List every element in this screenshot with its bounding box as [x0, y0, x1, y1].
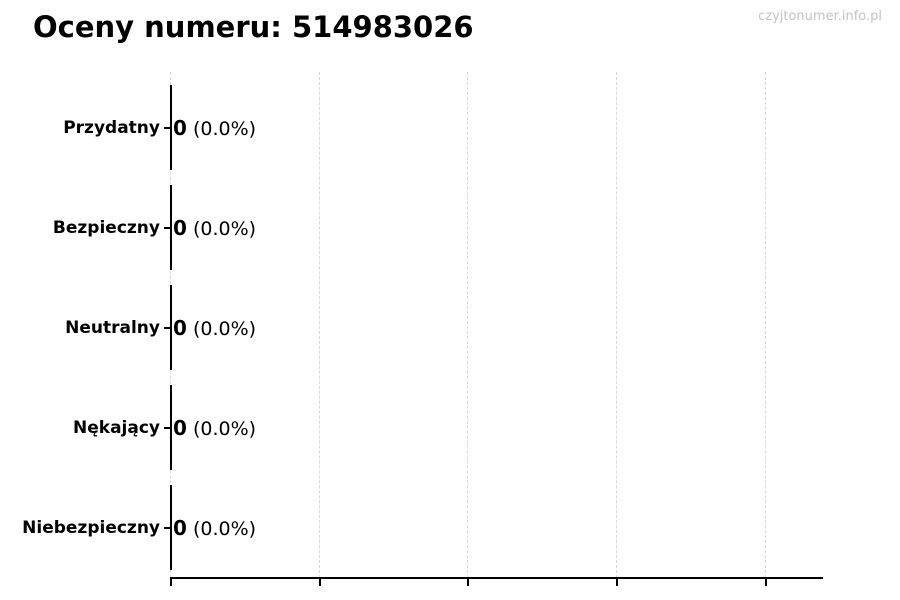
y-axis-tick-przydatny [164, 127, 170, 129]
bar-przydatny [170, 85, 172, 170]
bar-nekajacy [170, 385, 172, 470]
category-label-neutralny: Neutralny [65, 318, 160, 338]
bar-percent-neutralny: (0.0%) [192, 318, 257, 340]
bar-percent-nekajacy: (0.0%) [192, 418, 257, 440]
bar-value-niebezpieczny: 0 (0.0%) [173, 516, 256, 540]
y-axis-tick-bezpieczny [164, 227, 170, 229]
category-label-przydatny: Przydatny [63, 118, 160, 138]
y-axis-tick-niebezpieczny [164, 527, 170, 529]
x-axis-tick-3 [616, 579, 618, 586]
x-axis-tick-0 [170, 579, 172, 586]
x-axis-tick-1 [319, 579, 321, 586]
x-axis-line [170, 577, 823, 579]
y-axis-tick-neutralny [164, 327, 170, 329]
category-label-bezpieczny: Bezpieczny [52, 218, 160, 238]
x-axis-tick-2 [467, 579, 469, 586]
category-label-nekajacy: Nękający [73, 418, 160, 438]
bar-value-bezpieczny: 0 (0.0%) [173, 216, 256, 240]
bar-value-neutralny: 0 (0.0%) [173, 316, 256, 340]
bar-percent-przydatny: (0.0%) [192, 118, 257, 140]
bar-value-nekajacy: 0 (0.0%) [173, 416, 256, 440]
site-watermark: czyjtonumer.info.pl [758, 9, 882, 24]
gridline-x-1 [319, 72, 320, 578]
plot-area [170, 72, 823, 578]
gridline-x-4 [765, 72, 766, 578]
bar-count-neutralny: 0 [173, 316, 187, 340]
bar-percent-bezpieczny: (0.0%) [192, 218, 257, 240]
x-axis-tick-4 [765, 579, 767, 586]
bar-count-przydatny: 0 [173, 116, 187, 140]
bar-bezpieczny [170, 185, 172, 270]
y-axis-tick-nekajacy [164, 427, 170, 429]
gridline-x-3 [616, 72, 617, 578]
bar-niebezpieczny [170, 485, 172, 570]
bar-percent-niebezpieczny: (0.0%) [192, 518, 257, 540]
bar-count-nekajacy: 0 [173, 416, 187, 440]
gridline-x-2 [467, 72, 468, 578]
bar-value-przydatny: 0 (0.0%) [173, 116, 256, 140]
bar-count-bezpieczny: 0 [173, 216, 187, 240]
page-title: Oceny numeru: 514983026 [33, 10, 474, 44]
category-label-niebezpieczny: Niebezpieczny [22, 518, 160, 538]
bar-count-niebezpieczny: 0 [173, 516, 187, 540]
bar-neutralny [170, 285, 172, 370]
